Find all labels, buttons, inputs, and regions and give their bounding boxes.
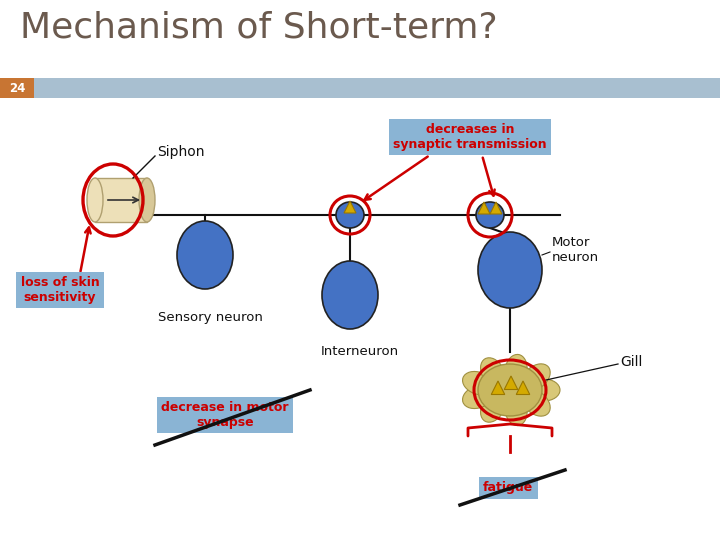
Text: 24: 24 xyxy=(9,82,25,94)
Text: decrease in motor
synapse: decrease in motor synapse xyxy=(161,401,289,429)
Bar xyxy=(0,78,720,98)
Text: fatigue: fatigue xyxy=(483,482,533,495)
Ellipse shape xyxy=(476,202,504,228)
Text: Sensory neuron: Sensory neuron xyxy=(158,311,262,324)
Polygon shape xyxy=(516,381,530,395)
Ellipse shape xyxy=(528,379,560,401)
Ellipse shape xyxy=(478,232,542,308)
Ellipse shape xyxy=(87,178,103,222)
Ellipse shape xyxy=(505,354,527,386)
Ellipse shape xyxy=(322,261,378,329)
Text: Mechanism of Short-term?: Mechanism of Short-term? xyxy=(20,10,498,44)
Text: Motor
neuron: Motor neuron xyxy=(552,236,599,264)
Text: Gill: Gill xyxy=(620,355,642,369)
Ellipse shape xyxy=(462,372,493,395)
Bar xyxy=(0,78,34,98)
Ellipse shape xyxy=(522,389,550,416)
Polygon shape xyxy=(478,202,490,214)
Text: Interneuron: Interneuron xyxy=(321,345,399,358)
Ellipse shape xyxy=(480,358,505,388)
Ellipse shape xyxy=(505,394,527,426)
Text: loss of skin
sensitivity: loss of skin sensitivity xyxy=(21,276,99,304)
Ellipse shape xyxy=(336,202,364,228)
Polygon shape xyxy=(490,202,502,214)
Ellipse shape xyxy=(522,364,550,390)
Polygon shape xyxy=(344,201,356,213)
Ellipse shape xyxy=(462,385,493,409)
Text: Siphon: Siphon xyxy=(157,145,204,159)
Ellipse shape xyxy=(478,364,542,416)
Ellipse shape xyxy=(480,393,505,422)
Polygon shape xyxy=(491,381,505,395)
Ellipse shape xyxy=(139,178,155,222)
Ellipse shape xyxy=(177,221,233,289)
Bar xyxy=(95,178,147,222)
Polygon shape xyxy=(504,376,518,389)
Text: decreases in
synaptic transmission: decreases in synaptic transmission xyxy=(393,123,546,151)
